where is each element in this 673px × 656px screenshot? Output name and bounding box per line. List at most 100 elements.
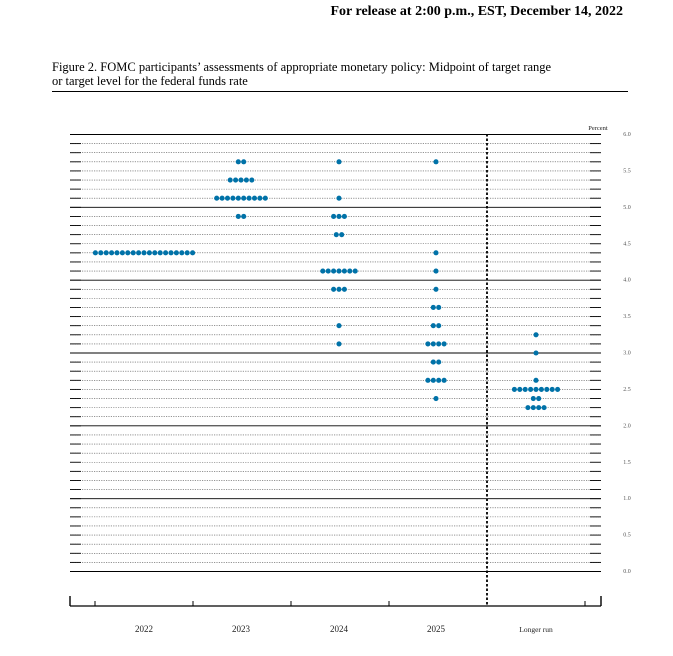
participant-dot [433, 268, 439, 274]
participant-dot [241, 195, 247, 201]
y-axis-unit-label: Percent [588, 125, 608, 132]
participant-dot [511, 386, 517, 392]
participant-dot [190, 250, 196, 256]
participant-dot [331, 268, 337, 274]
participant-dot [119, 250, 125, 256]
category-label: 2022 [135, 624, 153, 634]
participant-dot [146, 250, 152, 256]
participant-dot [98, 250, 104, 256]
category-label: 2024 [330, 624, 349, 634]
category-label: 2025 [427, 624, 446, 634]
participant-dot [347, 268, 353, 274]
participant-dot [235, 195, 241, 201]
participant-dot [92, 250, 98, 256]
participant-dot [103, 250, 109, 256]
participant-dot [238, 177, 244, 183]
y-tick-label: 4.0 [623, 278, 631, 284]
participant-dot [331, 213, 337, 219]
participant-dot [333, 232, 339, 238]
caption-line-2: or target level for the federal funds ra… [52, 74, 248, 88]
participant-dot [109, 250, 115, 256]
participant-dot [430, 377, 436, 383]
participant-dot [536, 405, 542, 411]
participant-dot [184, 250, 190, 256]
y-tick-label: 4.5 [623, 241, 631, 247]
participant-dot [152, 250, 158, 256]
participant-dot [130, 250, 136, 256]
participant-dot [544, 386, 550, 392]
participant-dot [436, 341, 442, 347]
y-tick-label: 2.0 [623, 423, 631, 429]
participant-dot [425, 341, 431, 347]
participant-dot [320, 268, 326, 274]
participant-dot [436, 323, 442, 329]
participant-dot [331, 286, 337, 292]
participant-dot [230, 195, 236, 201]
participant-dot [555, 386, 561, 392]
participant-dot [533, 350, 539, 356]
participant-dot [179, 250, 185, 256]
participant-dot [436, 359, 442, 365]
participant-dot [530, 395, 536, 402]
participant-dot [243, 177, 249, 183]
participant-dot [425, 377, 431, 383]
participant-dot [430, 341, 436, 347]
y-tick-label: 6.0 [623, 132, 631, 138]
participant-dot [141, 250, 147, 256]
participant-dot [336, 195, 342, 201]
participant-dot [249, 177, 255, 183]
participant-dot [227, 177, 233, 183]
category-label: 2023 [232, 624, 251, 634]
y-tick-label: 1.5 [623, 460, 631, 466]
participant-dot [339, 232, 345, 238]
y-tick-label: 0.0 [623, 569, 631, 575]
participant-dot [530, 405, 536, 411]
participant-dot [528, 386, 534, 392]
y-tick-label: 5.0 [623, 205, 631, 211]
category-label: Longer run [519, 625, 553, 634]
participant-dot [233, 177, 239, 183]
participant-dot [430, 359, 436, 365]
participant-dot [525, 405, 531, 411]
participant-dot [341, 286, 347, 292]
release-notice: For release at 2:00 p.m., EST, December … [330, 4, 623, 19]
participant-dot [549, 386, 555, 392]
participant-dot [436, 377, 442, 383]
participant-dot [241, 159, 247, 165]
participant-dot [433, 286, 439, 292]
participant-dot [136, 250, 142, 256]
participant-dot [251, 195, 258, 201]
participant-dot [246, 195, 252, 201]
participant-dot [235, 213, 241, 219]
caption-rule [52, 91, 628, 92]
participant-dot [541, 405, 547, 411]
participant-dot [341, 213, 347, 219]
participant-dot [352, 268, 358, 274]
y-tick-label: 0.5 [623, 533, 631, 539]
participant-dot [533, 332, 539, 338]
participant-dot [224, 195, 231, 201]
participant-dot [433, 159, 439, 165]
participant-dot [441, 377, 447, 383]
participant-dot [430, 323, 436, 329]
participant-dot [436, 304, 442, 311]
caption-line-1: Figure 2. FOMC participants’ assessments… [52, 60, 552, 74]
y-tick-label: 3.0 [623, 351, 631, 357]
participant-dot [219, 195, 225, 201]
y-tick-label: 3.5 [623, 314, 631, 320]
participant-dot [336, 286, 342, 292]
participant-dot [125, 250, 131, 256]
participant-dot [336, 268, 342, 274]
participant-dot [336, 323, 342, 329]
participant-dot [536, 395, 542, 402]
participant-dot [157, 250, 163, 256]
participant-dot [325, 268, 331, 274]
participant-dot [173, 250, 179, 256]
y-tick-label: 5.5 [623, 168, 631, 174]
participant-dot [533, 386, 539, 392]
participant-dot [433, 250, 439, 256]
participant-dot [241, 213, 247, 219]
y-tick-label: 2.5 [623, 387, 631, 393]
participant-dot [430, 304, 436, 311]
